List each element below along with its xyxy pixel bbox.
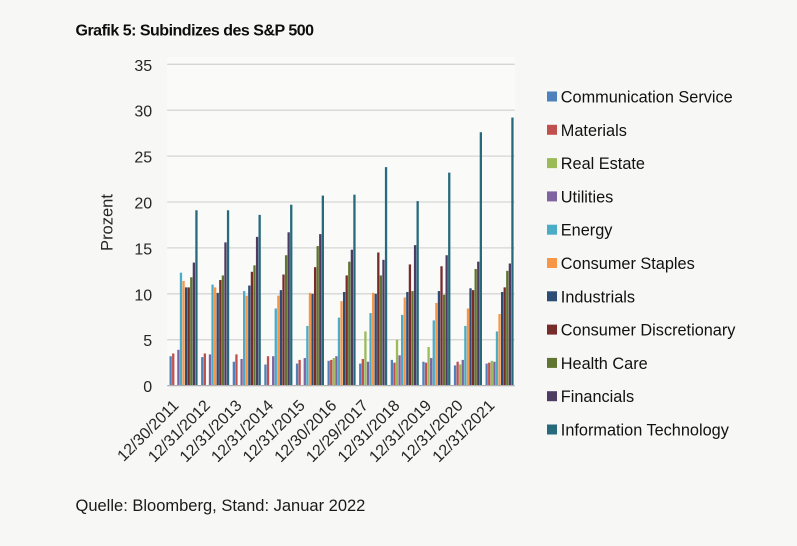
svg-text:15: 15: [134, 241, 152, 258]
svg-text:Industrials: Industrials: [561, 288, 635, 306]
svg-text:Financials: Financials: [561, 388, 634, 406]
svg-text:35: 35: [134, 58, 152, 75]
svg-text:Communication Service: Communication Service: [561, 89, 733, 107]
svg-text:Prozent: Prozent: [99, 194, 117, 251]
svg-text:Quelle: Bloomberg, Stand: Janu: Quelle: Bloomberg, Stand: Januar 2022: [76, 497, 366, 515]
svg-text:Consumer Staples: Consumer Staples: [561, 255, 695, 273]
svg-text:Grafik 5: Subindizes des S&P 5: Grafik 5: Subindizes des S&P 500: [76, 23, 315, 40]
svg-text:25: 25: [134, 150, 152, 167]
svg-text:Health Care: Health Care: [561, 355, 648, 373]
svg-text:Utilities: Utilities: [561, 188, 613, 206]
svg-text:20: 20: [134, 196, 152, 213]
svg-text:Real Estate: Real Estate: [561, 155, 645, 173]
svg-text:10: 10: [134, 287, 152, 304]
svg-text:Consumer Discretionary: Consumer Discretionary: [561, 322, 736, 340]
svg-text:Energy: Energy: [561, 222, 613, 240]
svg-text:5: 5: [143, 333, 152, 350]
svg-text:30: 30: [134, 104, 152, 121]
svg-text:Materials: Materials: [561, 122, 627, 140]
svg-text:Information Technology: Information Technology: [561, 422, 730, 440]
svg-text:0: 0: [143, 379, 152, 396]
